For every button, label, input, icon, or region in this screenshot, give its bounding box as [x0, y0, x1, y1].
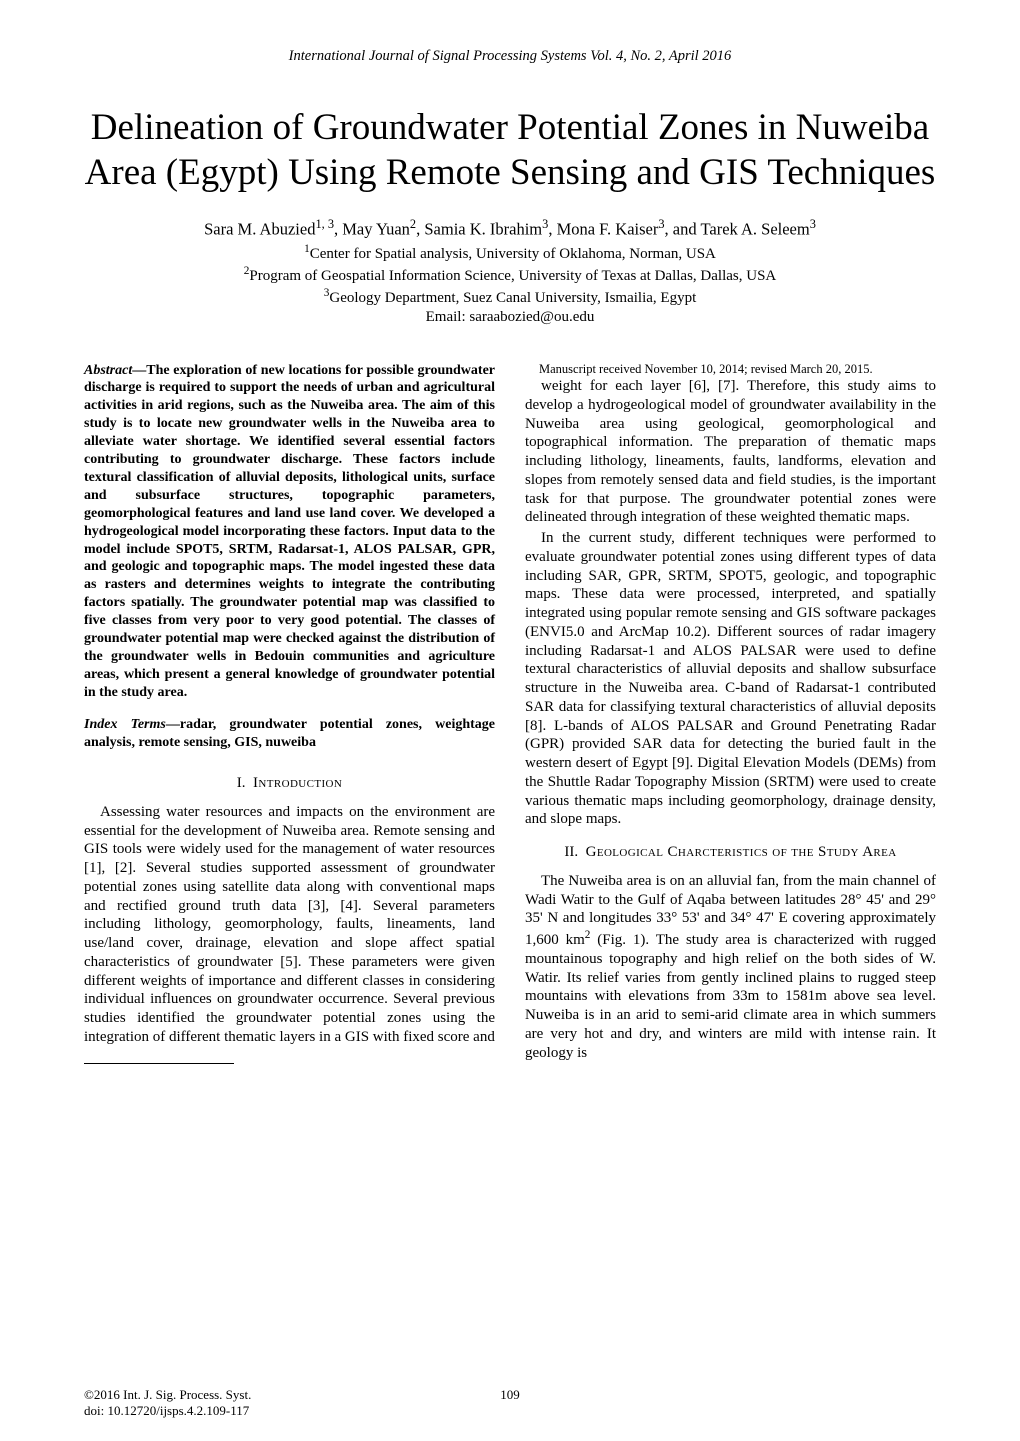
affiliation-1: 1Center for Spatial analysis, University…	[84, 242, 936, 264]
manuscript-footnote: Manuscript received November 10, 2014; r…	[525, 362, 936, 378]
index-terms-label: Index Terms	[84, 717, 166, 732]
section-title: Introduction	[253, 775, 342, 791]
running-header: International Journal of Signal Processi…	[84, 48, 936, 65]
section-number: I.	[237, 775, 246, 791]
footnote-rule	[84, 1063, 234, 1064]
index-terms: Index Terms—radar, groundwater potential…	[84, 716, 495, 752]
two-column-body: Abstract—The exploration of new location…	[84, 362, 936, 1066]
body-paragraph: In the current study, different techniqu…	[525, 529, 936, 829]
section-title: Geological Charcteristics of the Study A…	[586, 844, 897, 860]
author-line: Sara M. Abuzied1, 3, May Yuan2, Samia K.…	[84, 217, 936, 240]
page-number: 109	[84, 1387, 936, 1403]
paper-title: Delineation of Groundwater Potential Zon…	[84, 105, 936, 195]
corresponding-email: Email: saraabozied@ou.edu	[84, 309, 936, 326]
affiliation-3: 3Geology Department, Suez Canal Universi…	[84, 286, 936, 308]
body-paragraph: weight for each layer [6], [7]. Therefor…	[525, 377, 936, 527]
abstract: Abstract—The exploration of new location…	[84, 362, 495, 702]
section-heading-introduction: I. Introduction	[84, 774, 495, 793]
section-heading-geology: II. Geological Charcteristics of the Stu…	[525, 843, 936, 862]
abstract-label: Abstract	[84, 363, 132, 378]
body-paragraph: Assessing water resources and impacts on…	[84, 803, 495, 1047]
abstract-text: —The exploration of new locations for po…	[84, 363, 495, 700]
body-paragraph: The Nuweiba area is on an alluvial fan, …	[525, 872, 936, 1063]
affiliation-2: 2Program of Geospatial Information Scien…	[84, 264, 936, 286]
footer-doi: doi: 10.12720/ijsps.4.2.109-117	[84, 1403, 251, 1419]
page-footer: ©2016 Int. J. Sig. Process. Syst. doi: 1…	[84, 1387, 936, 1420]
section-number: II.	[564, 844, 578, 860]
